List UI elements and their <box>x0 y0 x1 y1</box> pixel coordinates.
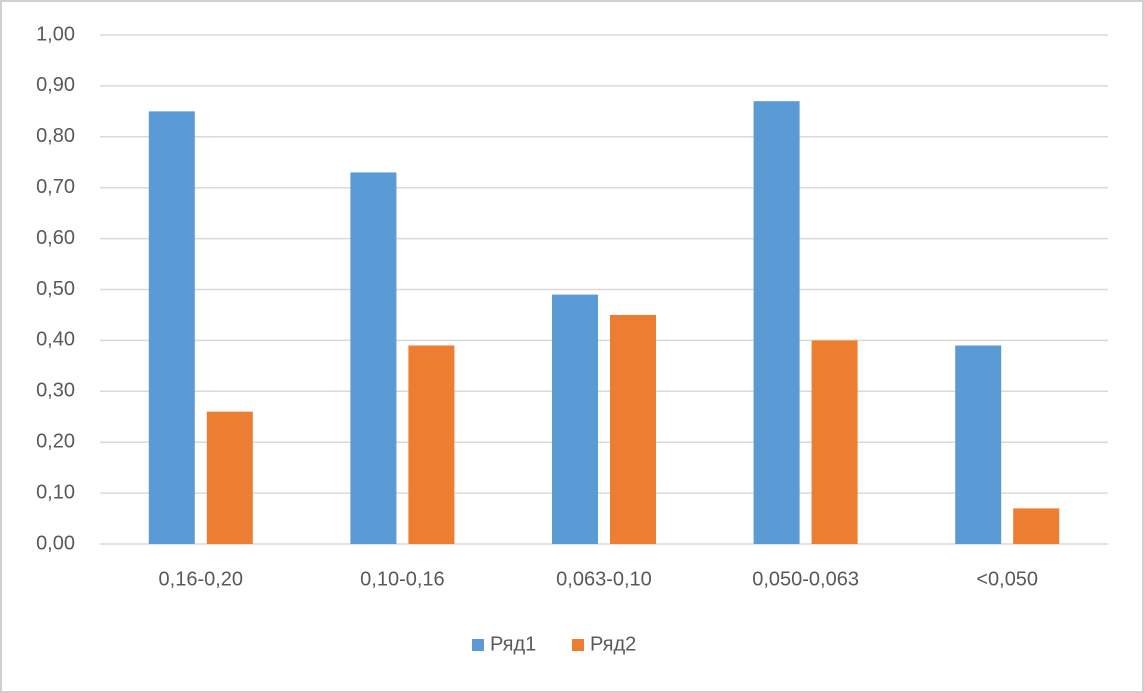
y-tick-label: 0,70 <box>36 176 75 198</box>
y-tick-label: 0,90 <box>36 74 75 96</box>
bar <box>753 101 800 545</box>
y-tick-label: 1,00 <box>36 23 75 45</box>
bar <box>408 345 455 544</box>
y-tick-label: 0,40 <box>36 329 75 351</box>
legend-label: Ряд2 <box>590 633 636 655</box>
bar <box>955 345 1002 544</box>
x-tick-label: 0,050-0,063 <box>752 568 859 590</box>
y-tick-label: 0,60 <box>36 227 75 249</box>
legend-swatch <box>572 639 584 651</box>
y-tick-label: 0,30 <box>36 380 75 402</box>
y-tick-label: 0,00 <box>36 532 75 554</box>
bar <box>206 411 253 544</box>
legend-label: Ряд1 <box>490 633 536 655</box>
x-tick-label: <0,050 <box>976 568 1038 590</box>
y-tick-label: 0,20 <box>36 430 75 452</box>
x-tick-label: 0,16-0,20 <box>159 568 244 590</box>
x-tick-label: 0,063-0,10 <box>556 568 652 590</box>
bar <box>1013 508 1060 544</box>
legend-swatch <box>472 639 484 651</box>
x-tick-label: 0,10-0,16 <box>360 568 445 590</box>
y-tick-label: 0,80 <box>36 125 75 147</box>
y-tick-label: 0,10 <box>36 481 75 503</box>
bar <box>350 172 397 544</box>
bar <box>610 314 656 544</box>
bar <box>811 340 858 544</box>
bar <box>148 111 195 544</box>
bar <box>552 294 598 544</box>
y-tick-label: 0,50 <box>36 278 75 300</box>
